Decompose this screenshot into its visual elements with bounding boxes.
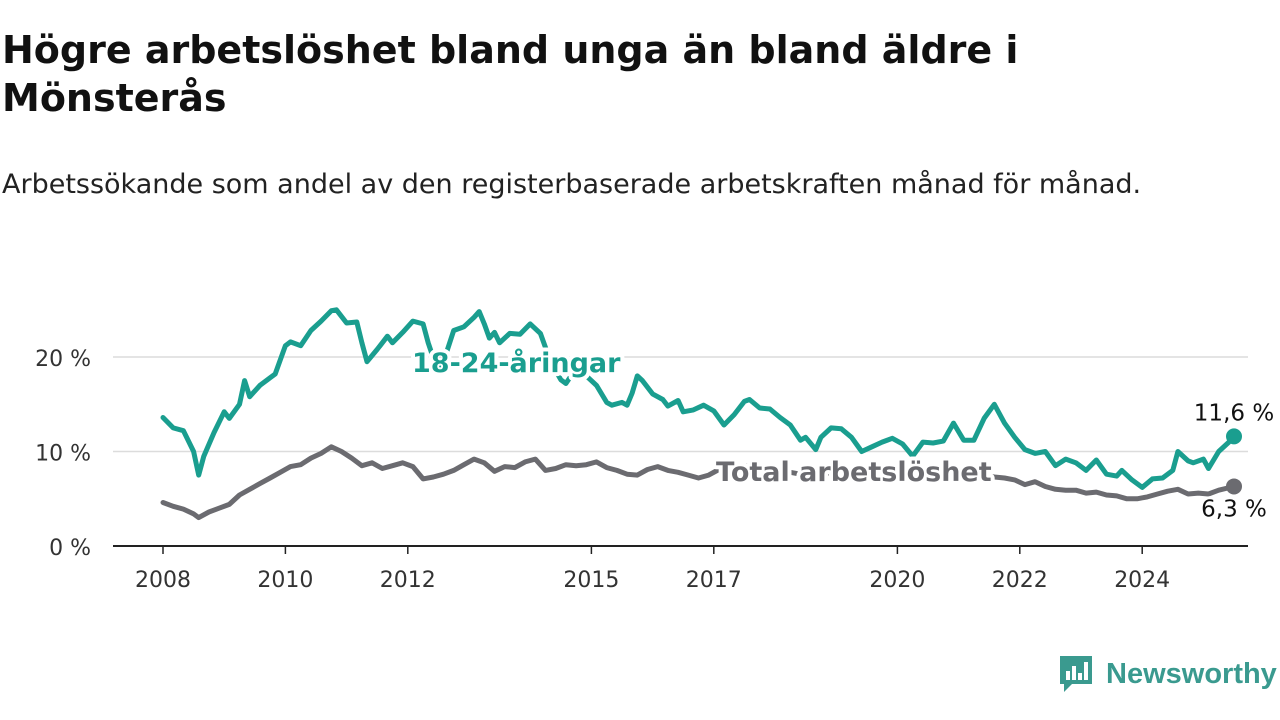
x-tick-label: 2008 [135, 568, 191, 593]
series-line-total [160, 444, 1237, 521]
end-point-youth [1226, 428, 1242, 445]
series-label-total: Total arbetslöshet [716, 457, 992, 488]
newsworthy-brand[interactable]: Newsworthy [1058, 654, 1277, 694]
chart-subtitle: Arbetssökande som andel av den registerb… [2, 169, 1142, 200]
gridlines [113, 356, 1248, 453]
x-tick-label: 2010 [257, 568, 313, 593]
series-labels: 18-24-åringar Total arbetslöshet 11,6 % 6,3… [408, 343, 1277, 525]
x-tick-label: 2017 [686, 568, 742, 593]
newsworthy-logo-icon [1060, 656, 1092, 692]
x-tick-label: 2015 [563, 568, 619, 593]
y-tick-label: 10 % [35, 442, 91, 467]
end-point-total [1226, 478, 1242, 495]
series-label-youth: 18-24-åringar [412, 347, 621, 379]
y-tick-label: 0 % [49, 536, 91, 561]
end-label-total: 6,3 % [1201, 496, 1267, 522]
brand-name: Newsworthy [1106, 657, 1277, 690]
series-line-youth [160, 307, 1237, 490]
x-tick-label: 2024 [1114, 568, 1170, 593]
chart-title: Högre arbetslöshet bland unga än bland ä… [2, 28, 1019, 120]
x-tick-label: 2012 [380, 568, 436, 593]
x-tick-label: 2020 [869, 568, 925, 593]
series-lines [160, 307, 1242, 521]
axes: 0 % 10 % 20 % 2008 2010 2012 2015 2017 2020 2022 2… [35, 347, 1248, 593]
x-tick-label: 2022 [992, 568, 1048, 593]
end-label-youth: 11,6 % [1194, 400, 1274, 426]
y-tick-label: 20 % [35, 347, 91, 372]
